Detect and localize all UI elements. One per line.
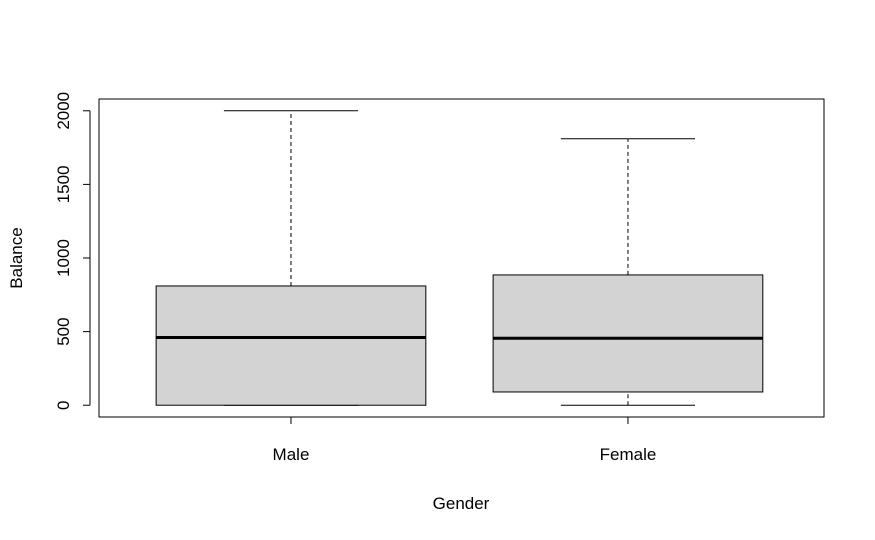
y-axis: 0 500 1000 1500 2000 [54,92,91,410]
box-female [492,138,764,406]
x-tick-label-male: Male [273,445,310,464]
x-axis: Male Female [273,416,657,464]
y-tick-label: 1500 [54,165,73,203]
x-axis-label: Gender [433,494,490,513]
y-axis-label: Balance [7,227,26,288]
y-tick-label: 1000 [54,239,73,277]
boxes-layer [155,110,764,406]
y-tick-label: 2000 [54,92,73,130]
box-male [155,110,427,406]
iqr-box [155,285,427,406]
y-tick-label: 500 [54,317,73,345]
y-tick-label: 0 [54,400,73,409]
x-tick-label-female: Female [600,445,657,464]
iqr-box [492,274,764,393]
